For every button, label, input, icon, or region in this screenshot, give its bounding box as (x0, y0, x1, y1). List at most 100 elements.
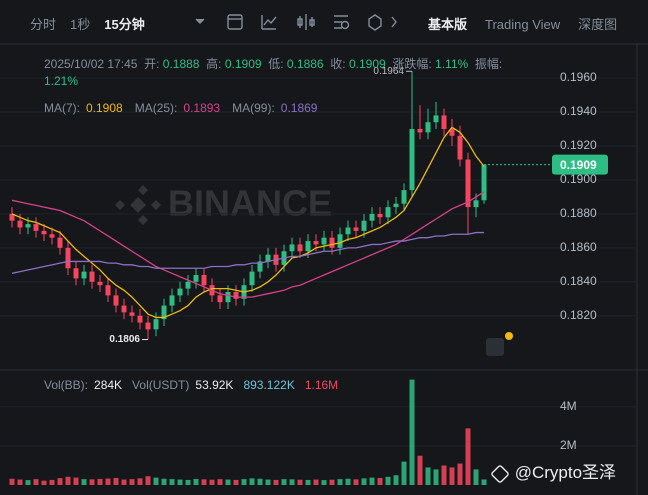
toolbar-icons (195, 14, 397, 31)
legend-text: MA(25): (134, 101, 178, 115)
candle-body (265, 254, 271, 262)
value: 0.1888 (162, 57, 200, 71)
candle-body (25, 224, 31, 228)
volume-bar (185, 479, 191, 485)
volume-bar (353, 479, 359, 485)
credit: @Crypto圣泽 (490, 458, 616, 484)
volume-bar (89, 479, 95, 485)
volume-bar (385, 476, 391, 485)
legend-text: 53.92K (195, 378, 234, 392)
credit-icon (490, 463, 510, 484)
volume-bar (361, 478, 367, 485)
alert-icon (486, 338, 504, 356)
volume-bar (33, 479, 39, 485)
volume-bar (473, 469, 479, 485)
candle-body (41, 230, 47, 235)
legend-text: 1.16M (304, 378, 339, 392)
volume-bar (457, 463, 463, 485)
candle-body (97, 281, 103, 286)
candle-body (49, 234, 55, 238)
y-tick-label: 0.1960 (560, 70, 597, 84)
credit-text: @Crypto圣泽 (514, 463, 617, 482)
candle-body (409, 129, 415, 191)
candle-body (105, 285, 111, 296)
tab[interactable]: 1秒 (70, 17, 91, 32)
volume-bar (377, 477, 383, 485)
candle-body (81, 271, 87, 279)
candle-body (321, 237, 327, 245)
view-tab[interactable]: 基本版 (428, 17, 468, 32)
legend-text: Vol(USDT) (132, 378, 190, 392)
last-price-box (552, 154, 608, 175)
volume-bar (153, 477, 159, 485)
volume-bar (313, 479, 319, 485)
volume-bar (401, 461, 407, 485)
candle-body (465, 159, 471, 208)
candle-body (33, 224, 39, 231)
tab[interactable]: 15分钟 (104, 17, 145, 32)
candle-body (473, 200, 479, 208)
label: 涨跌幅: (392, 57, 432, 71)
candle-body (225, 291, 231, 303)
candle-body (177, 288, 183, 296)
view-tab[interactable]: Trading View (485, 17, 561, 32)
label: 高: (206, 57, 222, 71)
volume-bar (81, 479, 87, 485)
interval-tabs: 分时 1秒 15分钟 (30, 14, 159, 33)
candle-body (361, 220, 367, 231)
candle-body (369, 213, 375, 221)
volume-bar (289, 479, 295, 485)
candle-body (257, 261, 263, 272)
candle-body (337, 234, 343, 248)
candle-body (137, 315, 143, 323)
candle-body (289, 244, 295, 252)
legend-text: MA(99): (232, 101, 275, 115)
candle-body (297, 244, 303, 252)
max-label: 0.1964 (373, 66, 404, 77)
last-price-label: 0.1909 (560, 158, 597, 172)
volume-bar (201, 479, 207, 485)
legend-text: 0.1893 (183, 101, 221, 115)
volume-tick-label: 2M (560, 438, 577, 452)
legend-text: 0.1869 (280, 101, 318, 115)
volume-bar (241, 479, 247, 485)
volume-bar (465, 428, 471, 485)
volume-tick-label: 4M (560, 399, 577, 413)
volume-bar (145, 476, 151, 485)
tab[interactable]: 分时 (30, 17, 57, 32)
candle-body (305, 241, 311, 252)
legend-text: MA(7): (44, 101, 80, 115)
candle-body (129, 312, 135, 316)
volume-bar (417, 455, 423, 485)
volume-bar (17, 479, 23, 485)
volume-bar (449, 467, 455, 485)
volume-bar (369, 477, 375, 485)
label: 振幅: (474, 57, 503, 71)
candle-body (9, 213, 15, 221)
volume-bar (305, 479, 311, 485)
candle-body (145, 322, 151, 330)
volume-bar (273, 479, 279, 485)
candle-body (353, 227, 359, 231)
legend-text: 893.122K (243, 378, 295, 392)
min-label: 0.1806 (109, 334, 140, 345)
volume-bar (297, 479, 303, 485)
volume-legend: Vol(BB): 284K Vol(USDT) 53.92K 893.122K 1.16M (44, 378, 348, 392)
volume-bar (137, 478, 143, 485)
time: 2025/10/02 17:45 (44, 57, 138, 71)
view-tab[interactable]: 深度图 (578, 17, 618, 32)
candle-body (169, 295, 175, 306)
candle-body (249, 271, 255, 286)
candle-body (449, 129, 455, 136)
volume-bar (225, 479, 231, 485)
label: 收: (330, 57, 346, 71)
value: 0.1886 (286, 57, 324, 71)
y-tick-label: 0.1880 (560, 206, 597, 220)
volume-bar (233, 479, 239, 485)
volume-bar (113, 477, 119, 485)
volume-bar (177, 479, 183, 485)
volume-bar (345, 478, 351, 485)
candle-body (57, 237, 63, 248)
candle-body (73, 268, 79, 279)
candle-body (425, 122, 431, 133)
